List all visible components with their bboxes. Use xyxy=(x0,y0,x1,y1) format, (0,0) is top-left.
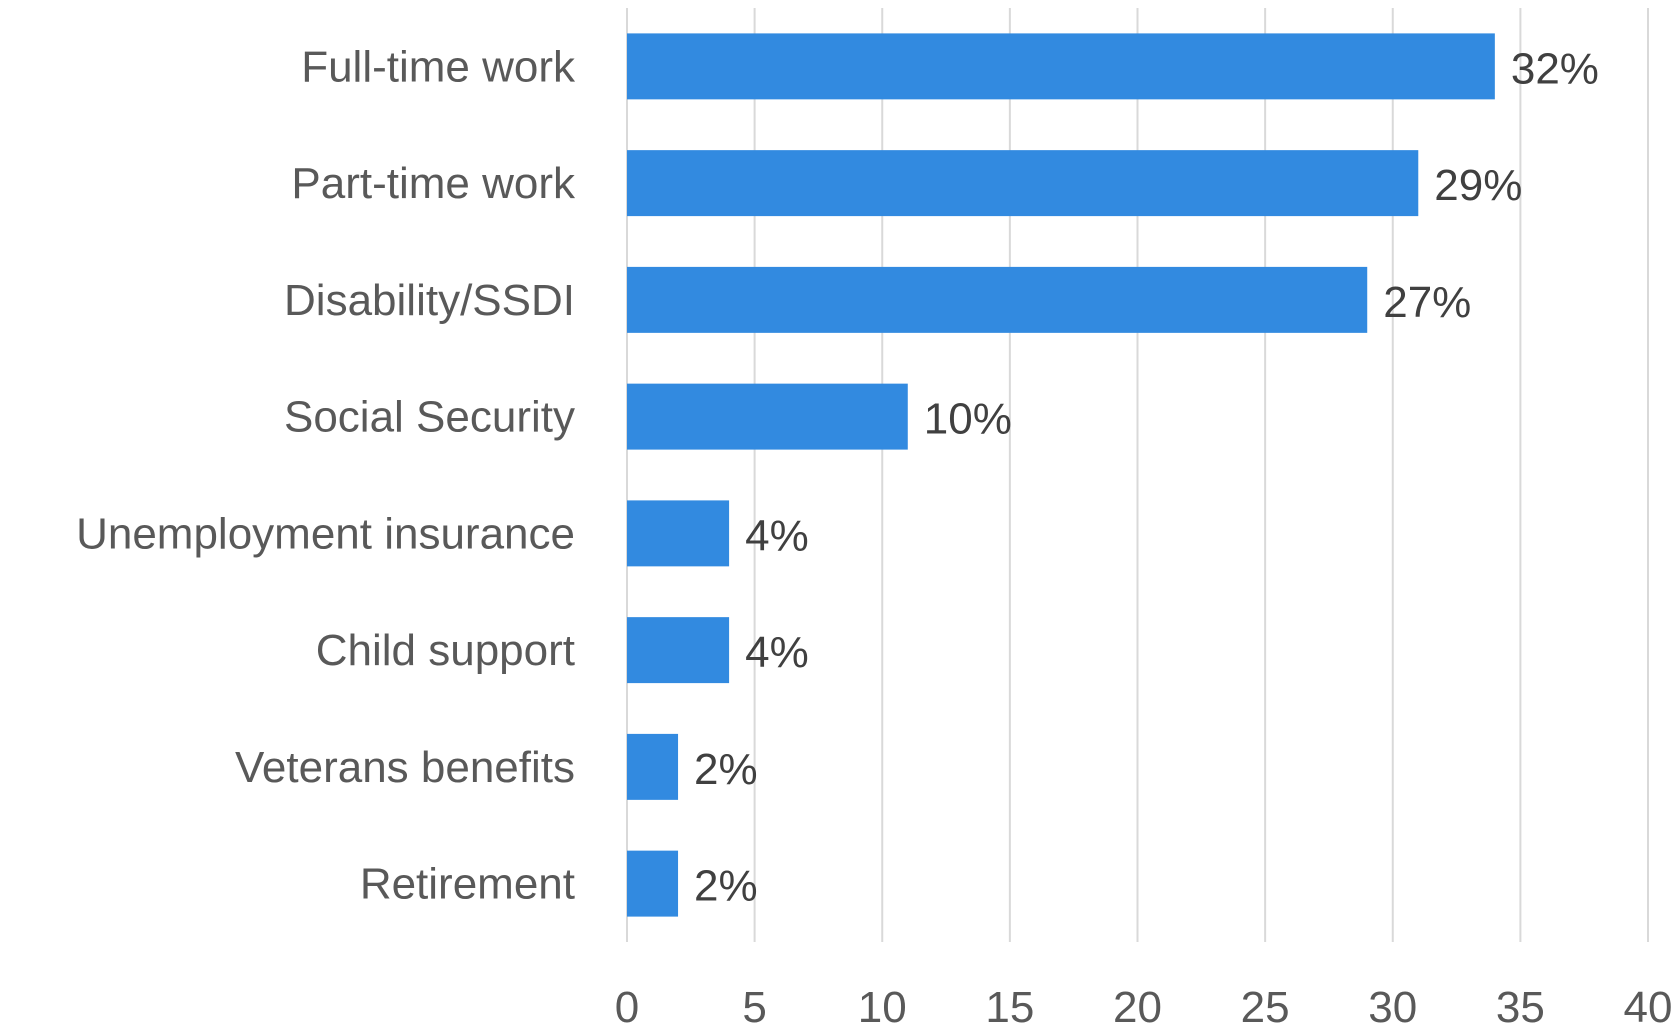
category-label: Social Security xyxy=(284,393,575,442)
x-tick-label: 30 xyxy=(1368,983,1417,1028)
category-label: Unemployment insurance xyxy=(76,509,575,558)
bar xyxy=(627,500,730,567)
bar xyxy=(627,150,1419,217)
bar xyxy=(627,617,730,684)
x-tick-label: 40 xyxy=(1624,983,1673,1028)
category-label: Part-time work xyxy=(291,159,576,208)
data-label: 4% xyxy=(745,511,809,560)
data-labels: 32% 29% 27% 10% 4% 4% 2% 2% xyxy=(694,44,1599,910)
category-label: Retirement xyxy=(360,860,575,909)
data-label: 27% xyxy=(1383,278,1471,327)
x-tick-label: 10 xyxy=(858,983,907,1028)
data-label: 29% xyxy=(1434,161,1522,210)
data-label: 2% xyxy=(694,862,758,911)
category-labels: Full-time work Part-time work Disability/S… xyxy=(76,42,576,908)
data-label: 10% xyxy=(924,395,1012,444)
x-tick-label: 25 xyxy=(1241,983,1290,1028)
x-tick-label: 0 xyxy=(615,983,639,1028)
bar xyxy=(627,33,1495,100)
bar xyxy=(627,383,908,450)
category-label: Disability/SSDI xyxy=(284,276,575,325)
data-label: 32% xyxy=(1511,44,1599,93)
x-tick-label: 20 xyxy=(1113,983,1162,1028)
bar xyxy=(627,733,679,800)
x-tick-label: 5 xyxy=(742,983,766,1028)
x-tick-label: 15 xyxy=(985,983,1034,1028)
data-label: 4% xyxy=(745,628,809,677)
bar xyxy=(627,850,679,917)
bars xyxy=(627,33,1495,917)
category-label: Child support xyxy=(316,626,575,675)
x-axis-tick-labels: 0 5 10 15 20 25 30 35 40 xyxy=(615,983,1673,1028)
data-label: 2% xyxy=(694,745,758,794)
category-label: Full-time work xyxy=(301,42,576,91)
bar xyxy=(627,266,1368,333)
gridlines xyxy=(626,8,1649,942)
x-tick-label: 35 xyxy=(1496,983,1545,1028)
category-label: Veterans benefits xyxy=(235,743,575,792)
